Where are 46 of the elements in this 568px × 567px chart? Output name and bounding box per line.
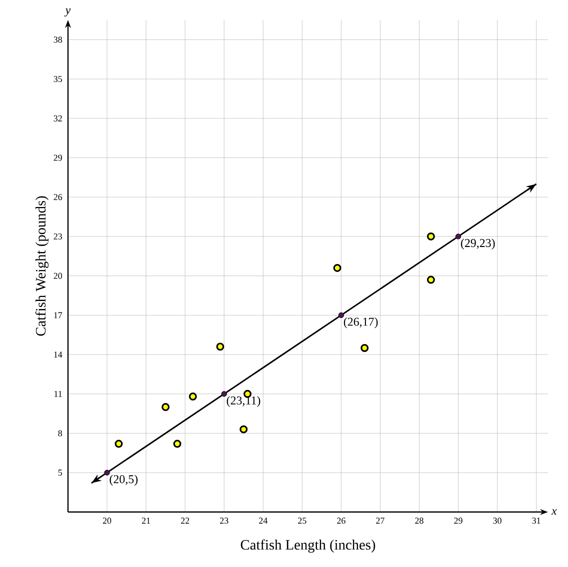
- annotation: (23,11): [226, 396, 260, 407]
- x-tick-label: 28: [415, 518, 424, 524]
- x-tick-label: 30: [493, 518, 502, 524]
- y-tick-label: 35: [54, 76, 62, 82]
- point: [221, 391, 227, 397]
- y-axis-title: Catfish Weight (pounds): [35, 196, 49, 336]
- x-tick-label: 29: [454, 518, 462, 524]
- x-tick-label: 24: [259, 518, 268, 524]
- y-tick-label: 20: [54, 272, 62, 279]
- y-tick-label: 23: [54, 233, 62, 240]
- point: [188, 392, 197, 401]
- text: x: [551, 509, 557, 515]
- point: [216, 342, 224, 351]
- y-tick-label: 5: [58, 470, 62, 476]
- y-tick-label: 8: [58, 430, 62, 436]
- y-tick-label: 32: [54, 115, 62, 122]
- x-tick-label: 27: [376, 518, 384, 524]
- point: [455, 234, 462, 240]
- point: [173, 440, 182, 448]
- y-tick-label: 29: [54, 154, 62, 161]
- annotation: (26,17): [344, 317, 378, 328]
- point: [104, 470, 110, 476]
- x-axis-title: Catfish Length (inches): [240, 539, 376, 553]
- x-tick-label: 31: [532, 518, 540, 524]
- x-tick-label: 26: [337, 518, 346, 524]
- x-tick-label: 20: [102, 518, 112, 524]
- point: [360, 344, 369, 352]
- point: [162, 403, 170, 412]
- point: [114, 440, 123, 448]
- x-tick-label: 22: [180, 518, 190, 524]
- y-tick-label: 38: [54, 36, 62, 43]
- y-tick-label: 11: [54, 390, 62, 397]
- x-tick-label: 25: [298, 518, 306, 524]
- y-tick-label: 26: [54, 194, 62, 200]
- x-tick-label: 21: [142, 518, 150, 524]
- point: [333, 264, 342, 272]
- annotation: (29,23): [460, 238, 495, 250]
- point: [240, 425, 248, 434]
- y-tick-label: 17: [54, 312, 62, 318]
- y-tick-label: 14: [54, 352, 62, 358]
- point: [426, 276, 435, 284]
- point: [426, 232, 435, 240]
- point: [338, 312, 344, 318]
- x-tick-label: 23: [220, 518, 228, 524]
- text: y: [64, 8, 71, 16]
- annotation: (20,5): [110, 474, 138, 486]
